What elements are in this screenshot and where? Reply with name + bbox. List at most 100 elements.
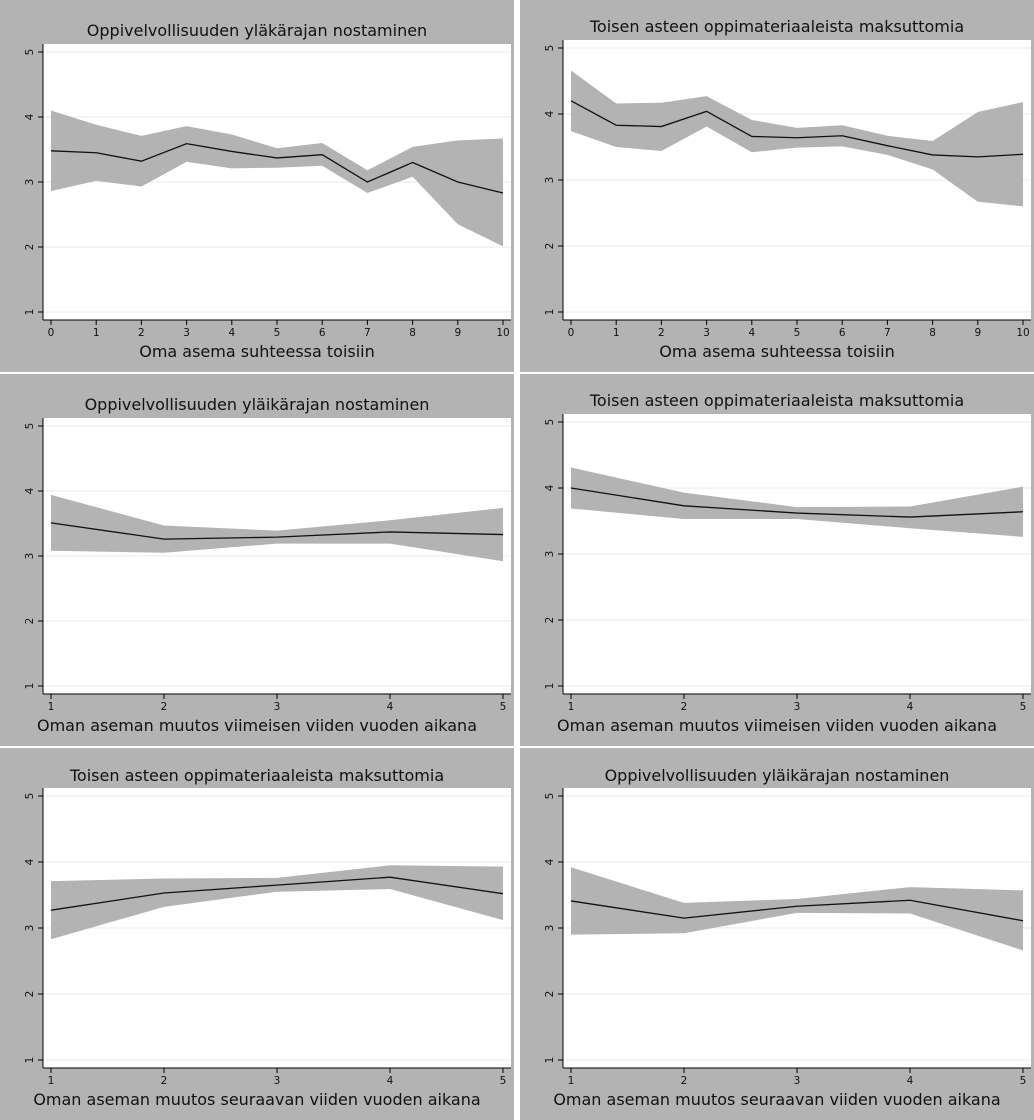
x-tick-label: 3 <box>794 1075 801 1087</box>
confidence-band <box>51 865 503 940</box>
x-tick-label: 6 <box>839 327 846 339</box>
x-tick-label: 3 <box>794 701 801 713</box>
x-tick-label: 5 <box>794 327 801 339</box>
x-tick-label: 3 <box>183 327 190 339</box>
plot-group: 1 2 3 4 5 0 1 2 3 4 5 6 7 8 9 10 <box>544 40 1031 339</box>
y-tick-label: 3 <box>544 551 556 558</box>
chart-5: Toisen asteen oppimateriaaleista maksutt… <box>24 766 511 1109</box>
x-tick-label: 2 <box>161 1075 168 1087</box>
x-tick-label: 0 <box>48 327 55 339</box>
panel-3: Oppivelvollisuuden yläikärajan nostamine… <box>0 374 514 746</box>
y-tick-label: 3 <box>24 553 36 560</box>
plot-group: 1 2 3 4 5 1 2 3 4 5 <box>24 788 511 1087</box>
x-tick-label: 3 <box>274 701 281 713</box>
x-tick-label: 4 <box>907 1075 914 1087</box>
y-tick-label: 2 <box>24 991 36 998</box>
x-tick-label: 9 <box>974 327 981 339</box>
x-tick-label: 9 <box>454 327 461 339</box>
y-tick-label: 5 <box>544 793 556 800</box>
x-tick-label: 6 <box>319 327 326 339</box>
y-tick-label: 2 <box>544 617 556 624</box>
y-tick-label: 4 <box>544 858 556 865</box>
y-tick-label: 3 <box>544 177 556 184</box>
y-tick-label: 2 <box>544 991 556 998</box>
chart-2: Toisen asteen oppimateriaaleista maksutt… <box>544 17 1031 361</box>
x-axis-label: Oman aseman muutos seuraavan viiden vuod… <box>553 1090 1000 1109</box>
y-tick-label: 5 <box>544 45 556 52</box>
y-tick-label: 5 <box>544 419 556 426</box>
x-tick-label: 2 <box>681 701 688 713</box>
confidence-band <box>571 70 1023 207</box>
x-tick-label: 1 <box>568 701 575 713</box>
x-tick-label: 4 <box>387 701 394 713</box>
panel-1: Oppivelvollisuuden yläkärajan nostaminen… <box>0 0 514 372</box>
plot-group: 1 2 3 4 5 1 2 3 4 5 <box>544 414 1031 713</box>
x-tick-label: 4 <box>748 327 755 339</box>
y-tick-label: 1 <box>544 309 556 316</box>
x-tick-label: 5 <box>500 701 507 713</box>
x-tick-label: 5 <box>1020 701 1027 713</box>
x-axis-label: Oma asema suhteessa toisiin <box>139 342 375 361</box>
x-tick-label: 1 <box>568 1075 575 1087</box>
x-tick-label: 0 <box>568 327 575 339</box>
y-tick-label: 1 <box>544 683 556 690</box>
y-tick-label: 5 <box>24 423 36 430</box>
chart-title: Toisen asteen oppimateriaaleista maksutt… <box>589 17 964 36</box>
chart-1: Oppivelvollisuuden yläkärajan nostaminen… <box>24 21 511 361</box>
y-tick-label: 1 <box>24 309 36 316</box>
chart-title: Oppivelvollisuuden yläikärajan nostamine… <box>85 395 430 414</box>
x-tick-label: 5 <box>1020 1075 1027 1087</box>
y-tick-label: 3 <box>544 925 556 932</box>
chart-title: Toisen asteen oppimateriaaleista maksutt… <box>589 391 964 410</box>
y-tick-label: 4 <box>544 110 556 117</box>
confidence-band <box>51 110 503 247</box>
x-tick-label: 1 <box>93 327 100 339</box>
y-tick-label: 3 <box>24 179 36 186</box>
chart-title: Oppivelvollisuuden yläikärajan nostamine… <box>605 766 950 785</box>
chart-title: Oppivelvollisuuden yläkärajan nostaminen <box>87 21 427 40</box>
y-tick-label: 3 <box>24 925 36 932</box>
y-tick-label: 4 <box>24 113 36 120</box>
panel-2: Toisen asteen oppimateriaaleista maksutt… <box>520 0 1034 372</box>
plot-group: 1 2 3 4 5 0 1 2 3 4 5 6 7 8 9 10 <box>24 44 511 339</box>
x-tick-label: 3 <box>274 1075 281 1087</box>
x-tick-label: 2 <box>681 1075 688 1087</box>
panel-4: Toisen asteen oppimateriaaleista maksutt… <box>520 374 1034 746</box>
plot-group: 1 2 3 4 5 1 2 3 4 5 <box>544 788 1031 1087</box>
confidence-band <box>51 494 503 562</box>
chart-3: Oppivelvollisuuden yläikärajan nostamine… <box>24 395 511 735</box>
x-tick-label: 7 <box>364 327 371 339</box>
x-tick-label: 1 <box>48 701 55 713</box>
y-tick-label: 1 <box>24 683 36 690</box>
x-tick-label: 2 <box>658 327 665 339</box>
confidence-band <box>571 867 1023 951</box>
panel-5: Toisen asteen oppimateriaaleista maksutt… <box>0 748 514 1120</box>
x-tick-label: 2 <box>138 327 145 339</box>
x-tick-label: 2 <box>161 701 168 713</box>
y-tick-label: 1 <box>544 1057 556 1064</box>
x-tick-label: 1 <box>48 1075 55 1087</box>
y-tick-label: 2 <box>24 618 36 625</box>
y-tick-label: 1 <box>24 1057 36 1064</box>
chart-4: Toisen asteen oppimateriaaleista maksutt… <box>544 391 1031 735</box>
y-tick-label: 2 <box>544 243 556 250</box>
x-tick-label: 7 <box>884 327 891 339</box>
x-tick-label: 5 <box>274 327 281 339</box>
y-tick-label: 5 <box>24 49 36 56</box>
panel-6: Oppivelvollisuuden yläikärajan nostamine… <box>520 748 1034 1120</box>
y-tick-label: 4 <box>544 484 556 491</box>
chart-6: Oppivelvollisuuden yläikärajan nostamine… <box>544 766 1031 1109</box>
x-tick-label: 5 <box>500 1075 507 1087</box>
x-tick-label: 3 <box>703 327 710 339</box>
x-tick-label: 10 <box>496 327 509 339</box>
x-axis-label: Oman aseman muutos viimeisen viiden vuod… <box>37 716 477 735</box>
x-axis-label: Oman aseman muutos viimeisen viiden vuod… <box>557 716 997 735</box>
x-tick-label: 4 <box>387 1075 394 1087</box>
y-tick-label: 4 <box>24 487 36 494</box>
y-tick-label: 4 <box>24 858 36 865</box>
plot-group: 1 2 3 4 5 1 2 3 4 5 <box>24 418 511 713</box>
x-tick-label: 4 <box>228 327 235 339</box>
chart-title: Toisen asteen oppimateriaaleista maksutt… <box>69 766 444 785</box>
x-tick-label: 8 <box>409 327 416 339</box>
